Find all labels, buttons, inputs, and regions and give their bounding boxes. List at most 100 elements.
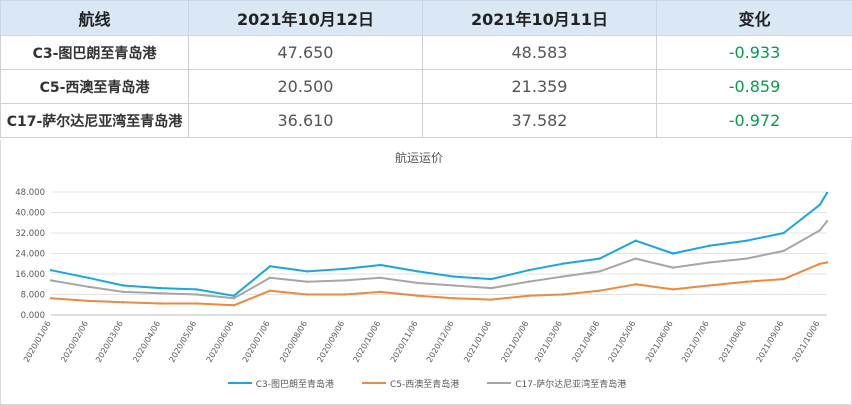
data-point-c17 xyxy=(745,257,748,260)
x-tick-label: 2020/03/06 xyxy=(94,320,125,364)
x-tick-label: 2020/10/06 xyxy=(352,320,383,364)
data-point-c17 xyxy=(561,275,564,278)
chart-title: 航运运价 xyxy=(395,150,443,165)
legend-label-c17: C17-萨尔达尼亚湾至青岛港 xyxy=(515,379,627,390)
x-tick-label: 2020/01/06 xyxy=(22,320,53,364)
data-point-c5 xyxy=(49,297,53,300)
data-point-c5 xyxy=(707,284,711,287)
route-cell: C3-图巴朗至青岛港 xyxy=(0,35,189,70)
data-point-c5 xyxy=(490,298,493,301)
legend-swatch-c3 xyxy=(227,382,252,384)
data-point-c5 xyxy=(159,302,162,305)
data-point-c17 xyxy=(49,279,53,282)
x-tick-label: 2020/09/06 xyxy=(315,320,346,364)
x-tick-label: 2021/05/06 xyxy=(607,320,638,364)
data-point-c5 xyxy=(634,283,637,286)
data-point-c3 xyxy=(87,276,90,279)
data-point-c3 xyxy=(490,277,493,281)
data-point-c17 xyxy=(707,261,711,264)
x-tick-label: 2021/08/06 xyxy=(717,320,748,364)
table-row: C17-萨尔达尼亚湾至青岛港 36.610 37.582 -0.972 xyxy=(0,103,852,138)
data-point-c17 xyxy=(87,285,90,288)
data-point-c3 xyxy=(232,294,236,297)
data-point-c17 xyxy=(598,270,601,273)
data-point-c5 xyxy=(825,261,829,264)
x-tick-label: 2021/03/06 xyxy=(533,320,564,364)
data-point-c5 xyxy=(195,302,198,305)
data-point-c3 xyxy=(159,286,162,290)
x-tick-label: 2020/06/06 xyxy=(205,320,236,364)
x-tick-label: 2021/10/06 xyxy=(791,320,822,364)
data-point-c5 xyxy=(416,294,420,297)
data-point-c5 xyxy=(452,297,456,300)
previous-price-cell: 21.359 xyxy=(422,69,657,104)
y-tick-label: 8.000 xyxy=(21,291,45,301)
data-point-c5 xyxy=(527,294,530,297)
x-tick-label: 2020/08/06 xyxy=(278,320,309,364)
legend-label-c5: C5-西澳至青岛港 xyxy=(390,379,460,390)
data-point-c3 xyxy=(195,288,198,291)
data-point-c17 xyxy=(379,276,382,279)
header-change: 变化 xyxy=(656,0,852,36)
previous-price-cell: 48.583 xyxy=(422,35,657,70)
data-point-c17 xyxy=(159,292,162,295)
previous-price-cell: 37.582 xyxy=(422,103,657,138)
legend-swatch-c5 xyxy=(362,382,386,384)
table-header-row: 航线 2021年10月12日 2021年10月11日 变化 xyxy=(0,0,852,36)
data-point-c3 xyxy=(416,270,420,273)
data-point-c3 xyxy=(634,239,637,242)
change-cell: -0.859 xyxy=(656,69,852,104)
data-point-c17 xyxy=(527,280,530,283)
data-point-c3 xyxy=(598,257,601,260)
chart-legend: C3-图巴朗至青岛港 C5-西澳至青岛港 C17-萨尔达尼亚湾至青岛港 xyxy=(1,374,852,392)
legend-item-c17: C17-萨尔达尼亚湾至青岛港 xyxy=(487,377,626,390)
x-tick-label: 2020/07/06 xyxy=(241,320,272,364)
current-price-cell: 36.610 xyxy=(188,103,423,138)
data-point-c5 xyxy=(343,293,346,296)
current-price-cell: 47.650 xyxy=(188,35,423,70)
data-point-c17 xyxy=(490,286,493,290)
price-table: 航线 2021年10月12日 2021年10月11日 变化 C3-图巴朗至青岛港… xyxy=(0,0,852,138)
data-point-c5 xyxy=(87,299,90,303)
data-point-c3 xyxy=(343,267,346,271)
legend-swatch-c17 xyxy=(487,382,512,384)
x-tick-label: 2020/12/06 xyxy=(425,320,456,364)
x-tick-label: 2020/02/06 xyxy=(59,320,90,364)
legend-item-c5: C5-西澳至青岛港 xyxy=(362,377,459,390)
data-point-c17 xyxy=(452,284,456,287)
data-point-c3 xyxy=(782,231,785,235)
data-point-c5 xyxy=(745,280,748,283)
data-point-c5 xyxy=(782,277,785,281)
y-tick-label: 24.000 xyxy=(15,250,45,260)
data-point-c17 xyxy=(671,266,675,269)
data-point-c3 xyxy=(49,269,53,272)
data-point-c17 xyxy=(782,249,785,253)
x-tick-label: 2020/04/06 xyxy=(131,320,162,364)
series-line-c3 xyxy=(50,192,828,297)
x-tick-label: 2021/06/06 xyxy=(644,320,675,364)
data-point-c17 xyxy=(416,281,420,285)
data-point-c17 xyxy=(343,279,346,282)
data-point-c5 xyxy=(671,288,675,291)
change-cell: -0.933 xyxy=(656,35,852,70)
header-route: 航线 xyxy=(0,0,189,36)
data-point-c3 xyxy=(122,284,125,287)
route-cell: C17-萨尔达尼亚湾至青岛港 xyxy=(0,103,189,138)
y-tick-label: 32.000 xyxy=(15,229,45,239)
data-point-c17 xyxy=(818,229,821,232)
data-point-c3 xyxy=(818,203,821,206)
data-point-c3 xyxy=(452,275,456,278)
data-point-c17 xyxy=(634,257,637,260)
data-point-c17 xyxy=(268,276,272,279)
data-point-c17 xyxy=(825,220,829,223)
table-row: C3-图巴朗至青岛港 47.650 48.583 -0.933 xyxy=(0,35,852,70)
x-tick-label: 2021/02/06 xyxy=(500,320,531,364)
table-row: C5-西澳至青岛港 20.500 21.359 -0.859 xyxy=(0,69,852,104)
data-point-c3 xyxy=(527,269,530,272)
y-tick-label: 16.000 xyxy=(15,270,45,280)
legend-item-c3: C3-图巴朗至青岛港 xyxy=(227,377,334,390)
data-point-c5 xyxy=(561,293,564,296)
data-point-c17 xyxy=(232,297,236,300)
data-point-c3 xyxy=(707,244,711,247)
chart-svg: 航运运价 0.000 8.000 16.000 24.000 32.000 40.000 48… xyxy=(15,150,829,364)
